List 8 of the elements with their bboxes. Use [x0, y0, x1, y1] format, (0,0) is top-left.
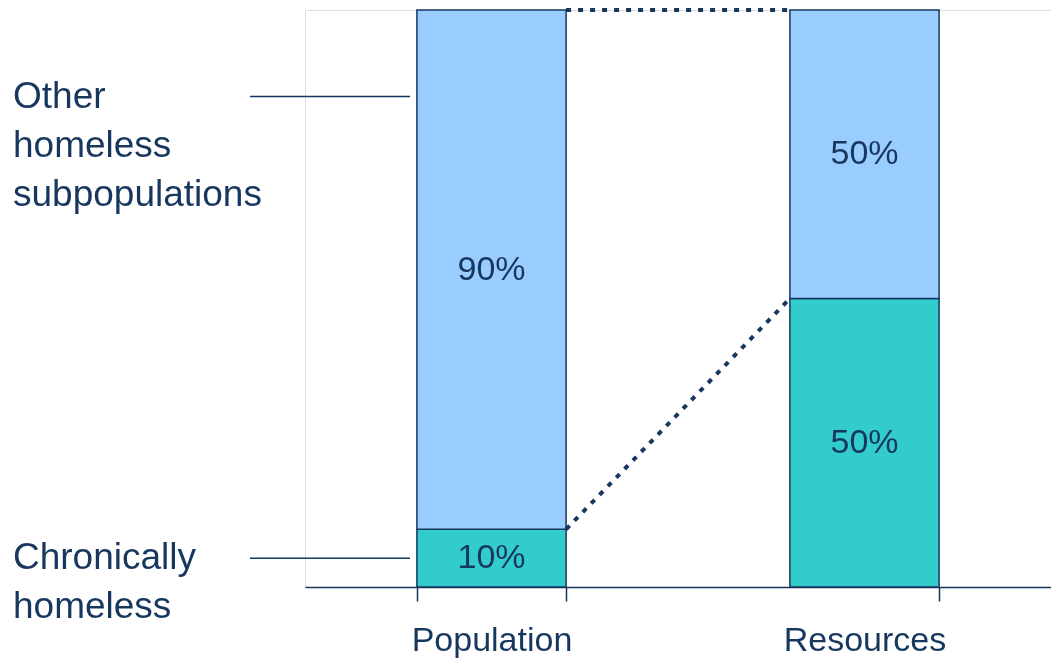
data-label: 50% — [830, 133, 899, 172]
legend-label: Chronically homeless — [13, 536, 197, 627]
x-tick-label: Population — [411, 619, 573, 658]
legend-label: Other homeless subpopulations — [13, 74, 262, 214]
x-tick-label: Resources — [783, 619, 947, 658]
data-label: 50% — [830, 421, 899, 460]
data-label: 90% — [457, 248, 526, 287]
data-label: 10% — [457, 537, 526, 576]
